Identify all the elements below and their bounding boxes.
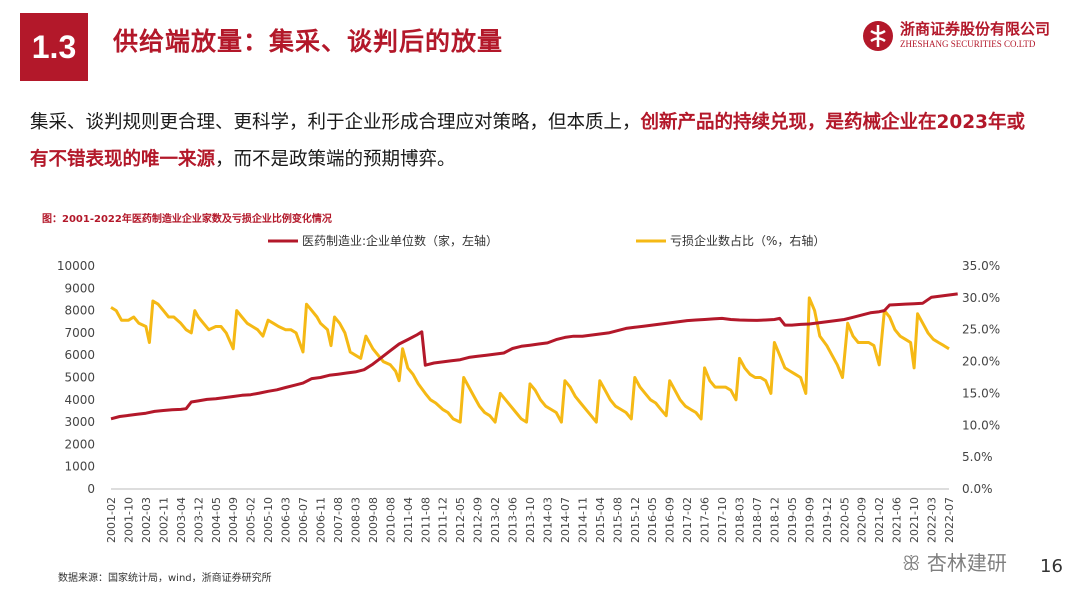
body-text-part3: ，而不是政策端的预期博弈。 bbox=[215, 149, 456, 170]
x-tick-label: 2020-05 bbox=[838, 497, 851, 543]
x-tick-label: 2020-09 bbox=[856, 497, 869, 543]
x-tick-label: 2015-04 bbox=[594, 497, 607, 543]
y-left-tick-label: 9000 bbox=[64, 281, 95, 295]
body-text-highlight: 创新产品的持续兑现，是药械企业在2023年或有不错表现的唯一来源 bbox=[30, 112, 1026, 170]
body-text-part1: 集采、谈判规则更合理、更科学，利于企业形成合理应对策略，但本质上， bbox=[30, 112, 641, 133]
company-logo-icon bbox=[863, 21, 893, 51]
data-source-note: 数据来源：国家统计局，wind，浙商证券研究所 bbox=[58, 573, 272, 584]
x-tick-label: 2013-02 bbox=[489, 497, 502, 543]
page-number: 16 bbox=[1040, 556, 1063, 577]
y-right-tick-label: 35.0% bbox=[962, 259, 1000, 273]
x-tick-label: 2017-06 bbox=[699, 497, 712, 543]
y-left-tick-label: 7000 bbox=[64, 326, 95, 340]
x-tick-label: 2019-12 bbox=[821, 497, 834, 543]
x-tick-label: 2011-12 bbox=[437, 497, 450, 543]
x-tick-label: 2012-05 bbox=[454, 497, 467, 543]
x-tick-label: 2015-08 bbox=[611, 497, 624, 543]
x-tick-label: 2017-10 bbox=[716, 497, 729, 543]
y-left-tick-label: 8000 bbox=[64, 304, 95, 318]
x-tick-label: 2018-03 bbox=[734, 497, 747, 543]
x-tick-label: 2002-11 bbox=[157, 497, 170, 543]
x-tick-label: 2022-03 bbox=[926, 497, 939, 543]
series-line-enterprise-count bbox=[110, 292, 958, 421]
y-right-tick-label: 20.0% bbox=[962, 355, 1000, 369]
x-tick-label: 2013-10 bbox=[524, 497, 537, 543]
x-tick-label: 2011-04 bbox=[402, 497, 415, 543]
y-right-tick-label: 15.0% bbox=[962, 386, 1000, 400]
y-right-tick-label: 25.0% bbox=[962, 323, 1000, 337]
chart-series bbox=[110, 292, 958, 424]
x-tick-label: 2005-10 bbox=[262, 497, 275, 543]
x-tick-label: 2015-12 bbox=[629, 497, 642, 543]
y-axis-left: 0 1000 2000 3000 4000 5000 6000 7000 8000 9000 100… bbox=[57, 259, 95, 496]
chart-legend: 医药制造业:企业单位数（家，左轴） 亏损企业数占比（%，右轴） bbox=[268, 233, 825, 248]
x-tick-label: 2018-12 bbox=[768, 497, 781, 543]
x-tick-label: 2011-08 bbox=[419, 497, 432, 543]
x-tick-label: 2018-07 bbox=[751, 497, 764, 543]
x-tick-label: 2013-06 bbox=[507, 497, 520, 543]
y-right-tick-label: 30.0% bbox=[962, 291, 1000, 305]
section-number-badge: 1.3 bbox=[20, 13, 88, 81]
wechat-icon: ꕥ bbox=[902, 551, 921, 575]
y-left-tick-label: 5000 bbox=[64, 371, 95, 385]
y-left-tick-label: 6000 bbox=[64, 348, 95, 362]
x-tick-label: 2022-07 bbox=[943, 497, 956, 543]
y-left-tick-label: 3000 bbox=[64, 415, 95, 429]
x-tick-label: 2006-03 bbox=[280, 497, 293, 543]
x-tick-label: 2021-06 bbox=[891, 497, 904, 543]
x-tick-label: 2009-08 bbox=[367, 497, 380, 543]
x-tick-label: 2019-05 bbox=[786, 497, 799, 543]
watermark-text: 杏林建研 bbox=[926, 551, 1007, 575]
y-axis-right: 0.0% 5.0% 10.0% 15.0% 20.0% 25.0% 30.0% 35.0% bbox=[962, 259, 1000, 496]
y-left-tick-label: 0 bbox=[87, 482, 95, 496]
x-tick-label: 2004-05 bbox=[210, 497, 223, 543]
body-paragraph: 集采、谈判规则更合理、更科学，利于企业形成合理应对策略，但本质上，创新产品的持续… bbox=[30, 104, 1040, 178]
x-tick-label: 2010-08 bbox=[384, 497, 397, 543]
y-right-tick-label: 10.0% bbox=[962, 418, 1000, 432]
x-tick-label: 2019-09 bbox=[803, 497, 816, 543]
x-tick-label: 2004-09 bbox=[227, 497, 240, 543]
x-tick-label: 2008-03 bbox=[349, 497, 362, 543]
y-left-tick-label: 4000 bbox=[64, 393, 95, 407]
company-name-cn: 浙商证券股份有限公司 bbox=[900, 20, 1051, 38]
chart-caption: 图：2001-2022年医药制造业企业家数及亏损企业比例变化情况 bbox=[42, 214, 332, 225]
company-name-en: ZHESHANG SECURITIES CO.LTD bbox=[900, 39, 1036, 49]
x-tick-label: 2003-04 bbox=[175, 497, 188, 543]
x-tick-label: 2016-05 bbox=[646, 497, 659, 543]
y-left-tick-label: 2000 bbox=[64, 437, 95, 451]
y-right-tick-label: 5.0% bbox=[962, 450, 993, 464]
x-tick-label: 2016-09 bbox=[664, 497, 677, 543]
x-tick-label: 2002-03 bbox=[140, 497, 153, 543]
x-tick-label: 2012-09 bbox=[472, 497, 485, 543]
company-logo: 浙商证券股份有限公司 ZHESHANG SECURITIES CO.LTD bbox=[862, 18, 1062, 58]
page-title: 供给端放量：集采、谈判后的放量 bbox=[113, 27, 504, 56]
y-left-tick-label: 1000 bbox=[64, 460, 95, 474]
x-tick-label: 2021-10 bbox=[908, 497, 921, 543]
x-tick-label: 2001-02 bbox=[105, 497, 118, 543]
x-tick-label: 2014-11 bbox=[576, 497, 589, 543]
x-tick-label: 2014-03 bbox=[541, 497, 554, 543]
x-tick-label: 2003-12 bbox=[192, 497, 205, 543]
x-tick-label: 2014-07 bbox=[559, 497, 572, 543]
x-tick-label: 2006-07 bbox=[297, 497, 310, 543]
legend-label-series2: 亏损企业数占比（%，右轴） bbox=[670, 233, 825, 248]
x-tick-label: 2017-02 bbox=[681, 497, 694, 543]
x-tick-label: 2005-02 bbox=[245, 497, 258, 543]
x-tick-label: 2001-10 bbox=[122, 497, 135, 543]
series-line-loss-ratio bbox=[110, 296, 950, 424]
y-right-tick-label: 0.0% bbox=[962, 482, 993, 496]
legend-label-series1: 医药制造业:企业单位数（家，左轴） bbox=[302, 233, 498, 248]
x-axis: 2001-02 2001-10 2002-03 2002-11 2003-04 2003-… bbox=[105, 488, 956, 543]
y-left-tick-label: 10000 bbox=[57, 259, 95, 273]
x-tick-label: 2007-08 bbox=[332, 497, 345, 543]
x-tick-label: 2006-11 bbox=[315, 497, 328, 543]
x-tick-label: 2021-02 bbox=[873, 497, 886, 543]
watermark: ꕥ 杏林建研 bbox=[902, 547, 1007, 576]
